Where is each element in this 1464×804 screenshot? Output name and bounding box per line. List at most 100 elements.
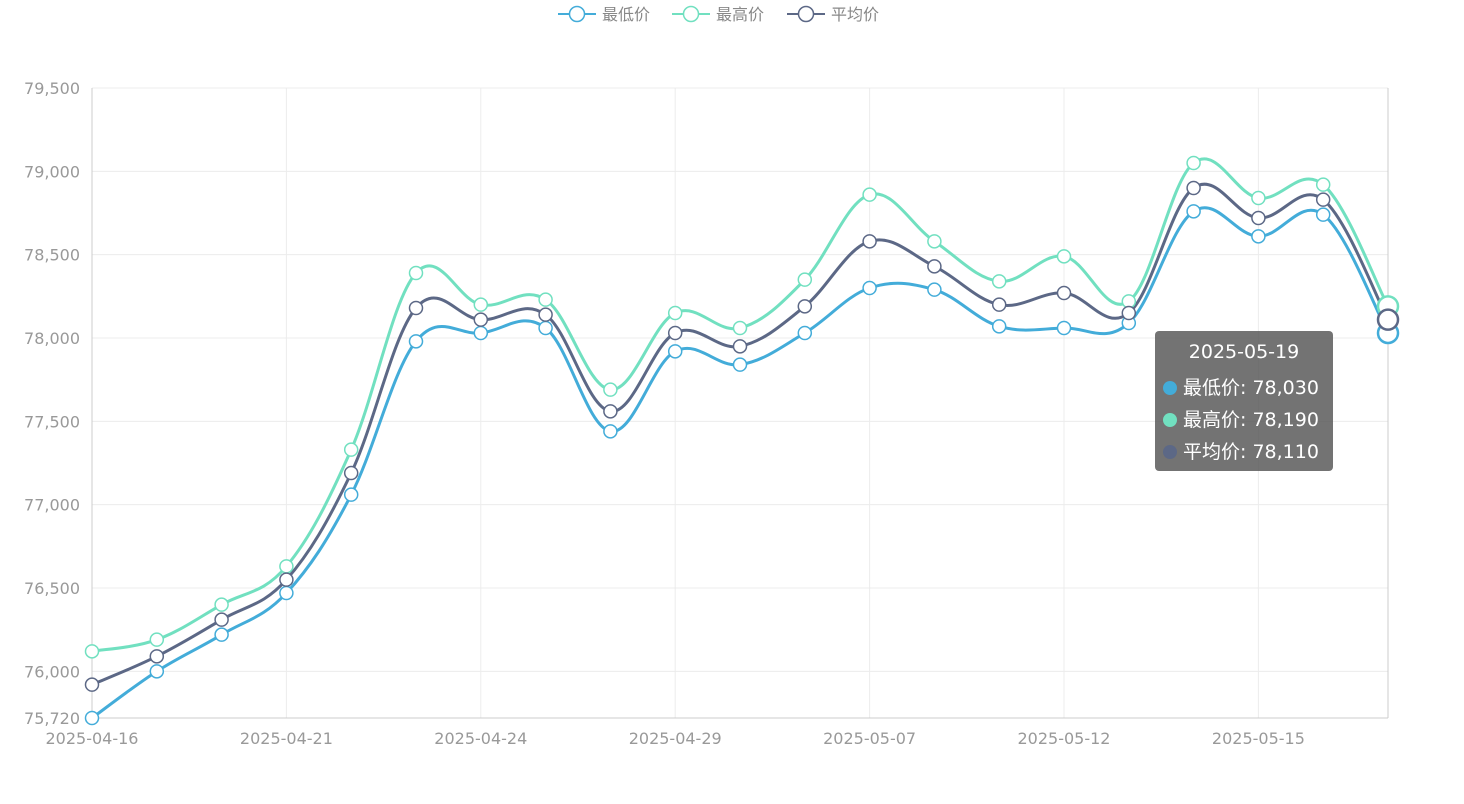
point-avg (149, 649, 165, 664)
y-tick-label: 76,000 (24, 662, 80, 681)
point-avg (603, 404, 618, 419)
point-avg (1186, 180, 1201, 196)
point-low (149, 664, 165, 679)
point-low (603, 424, 618, 439)
y-tick-label: 77,500 (24, 412, 80, 431)
point-avg (1121, 305, 1137, 321)
legend-label-low: 最低价 (602, 5, 650, 24)
point-avg (1056, 285, 1072, 301)
y-tick-label: 78,000 (24, 329, 80, 348)
point-low (732, 357, 748, 372)
point-high (343, 442, 359, 457)
tooltip-row-avg: 平均价: 78,110 (1163, 437, 1319, 464)
point-avg (214, 612, 229, 627)
y-tick-label: 75,720 (24, 709, 80, 728)
x-tick-label: 2025-04-16 (46, 729, 139, 748)
point-high (732, 320, 748, 336)
tooltip-label-low: 最低价: 78,030 (1183, 377, 1319, 399)
tooltip-label-high: 最高价: 78,190 (1183, 409, 1319, 431)
point-high (538, 292, 553, 307)
point-avg (1251, 210, 1266, 226)
legend[interactable]: 最低价 最高价 平均价 (558, 5, 879, 24)
point-high (408, 265, 424, 281)
point-avg (1315, 192, 1331, 207)
point-low (1251, 229, 1266, 244)
point-low (797, 325, 813, 341)
data-points (84, 155, 1400, 726)
x-tick-label: 2025-05-07 (823, 729, 916, 748)
point-avg (862, 234, 877, 249)
point-avg (84, 677, 100, 692)
point-avg (667, 325, 683, 341)
point-avg (279, 572, 294, 587)
point-high (1315, 177, 1331, 192)
point-high (149, 632, 165, 647)
point-avg (732, 339, 748, 354)
series-line-low (91, 206, 1390, 720)
point-high (473, 297, 489, 312)
x-tick-label: 2025-05-12 (1018, 729, 1111, 748)
y-tick-label: 78,500 (24, 246, 80, 265)
point-avg (343, 465, 359, 481)
point-low (279, 585, 294, 601)
tooltip-dot-low (1163, 381, 1177, 395)
point-low (84, 710, 100, 726)
x-tick-label: 2025-04-29 (629, 729, 722, 748)
point-low (927, 282, 942, 297)
point-low (473, 325, 489, 341)
point-avg (408, 300, 424, 316)
point-high (214, 597, 229, 612)
point-avg (991, 297, 1007, 312)
point-avg (538, 307, 553, 322)
legend-label-avg: 平均价 (831, 5, 879, 24)
point-avg (927, 259, 942, 274)
point-low (214, 627, 229, 642)
y-tick-label: 76,500 (24, 579, 80, 598)
tooltip-label-avg: 平均价: 78,110 (1183, 441, 1319, 463)
point-high (1186, 155, 1201, 171)
legend-label-high: 最高价 (716, 5, 764, 24)
series-line-avg (91, 182, 1390, 687)
point-high (603, 382, 618, 397)
point-high (1251, 190, 1266, 206)
point-avg (473, 312, 489, 327)
point-low (538, 320, 553, 336)
tooltip: 2025-05-19 最低价: 78,030 最高价: 78,190 平均价: … (1155, 331, 1333, 471)
point-low (1315, 207, 1331, 222)
tooltip-title: 2025-05-19 (1188, 341, 1300, 363)
legend-item-avg[interactable]: 平均价 (787, 5, 879, 24)
point-avg (797, 299, 813, 314)
point-high (862, 187, 877, 202)
legend-marker-low (568, 5, 586, 23)
axes: 75,720 76,000 76,500 77,000 77,500 78,000 78,5… (24, 79, 1389, 748)
tooltip-row-low: 最低价: 78,030 (1163, 373, 1319, 400)
point-low (408, 334, 424, 349)
legend-marker-avg (797, 5, 815, 23)
x-tick-label: 2025-05-15 (1212, 729, 1305, 748)
point-high (927, 234, 942, 249)
point-low (343, 487, 359, 502)
point-high (1056, 249, 1072, 264)
point-low (1056, 320, 1072, 336)
y-tick-label: 77,000 (24, 496, 80, 515)
y-tick-label: 79,500 (24, 79, 80, 98)
point-low (667, 344, 683, 359)
point-avg (1376, 308, 1400, 331)
tooltip-dot-high (1163, 413, 1177, 427)
legend-item-low[interactable]: 最低价 (558, 5, 650, 24)
point-high (797, 272, 813, 287)
point-low (862, 280, 877, 296)
x-tick-label: 2025-04-24 (434, 729, 527, 748)
point-low (1186, 204, 1201, 219)
tooltip-dot-avg (1163, 445, 1177, 459)
point-high (991, 274, 1007, 289)
point-high (667, 305, 683, 321)
tooltip-row-high: 最高价: 78,190 (1163, 405, 1319, 432)
legend-item-high[interactable]: 最高价 (672, 5, 764, 24)
legend-marker-high (682, 5, 700, 23)
y-tick-label: 79,000 (24, 162, 80, 181)
point-high (279, 559, 294, 574)
point-low (991, 319, 1007, 334)
point-high (84, 644, 100, 659)
